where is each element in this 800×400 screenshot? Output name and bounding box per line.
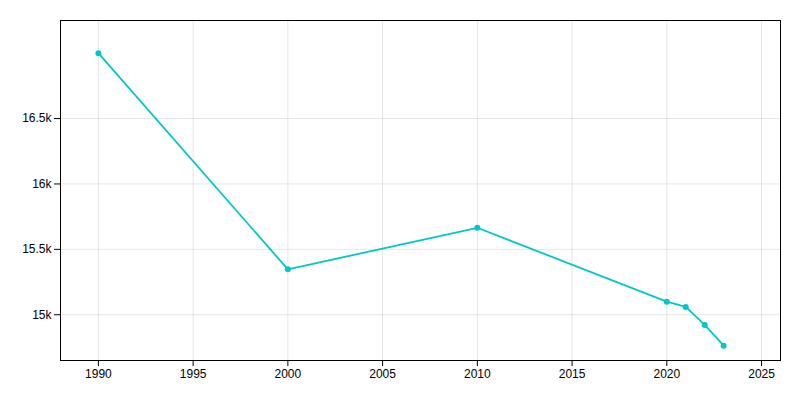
svg-text:2025: 2025 <box>748 367 775 381</box>
svg-text:16.5k: 16.5k <box>22 111 52 125</box>
svg-text:16k: 16k <box>32 177 52 191</box>
svg-text:15.5k: 15.5k <box>22 242 52 256</box>
svg-text:1995: 1995 <box>180 367 207 381</box>
svg-text:1990: 1990 <box>85 367 112 381</box>
svg-text:2010: 2010 <box>464 367 491 381</box>
svg-text:2000: 2000 <box>275 367 302 381</box>
svg-text:2005: 2005 <box>369 367 396 381</box>
svg-text:2015: 2015 <box>559 367 586 381</box>
svg-text:15k: 15k <box>32 308 52 322</box>
svg-text:2020: 2020 <box>653 367 680 381</box>
